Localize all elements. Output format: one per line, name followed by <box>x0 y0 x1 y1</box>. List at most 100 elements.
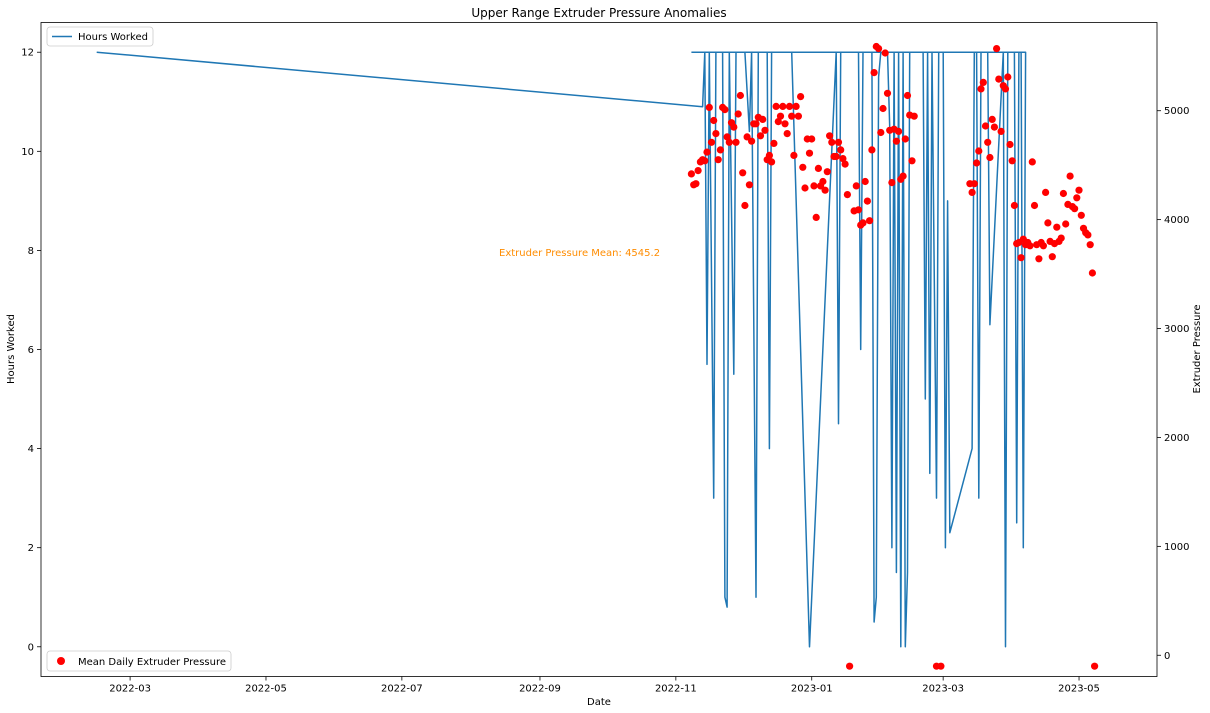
data-point-extruder-pressure <box>895 127 903 135</box>
data-point-extruder-pressure <box>772 102 780 110</box>
y-right-tick-label: 0 <box>1164 651 1170 662</box>
data-point-extruder-pressure <box>870 69 878 77</box>
data-point-extruder-pressure <box>805 149 814 157</box>
data-point-extruder-pressure <box>1006 140 1014 149</box>
data-point-extruder-pressure <box>899 172 907 180</box>
y-left-tick-label: 0 <box>28 642 34 653</box>
data-point-extruder-pressure <box>910 112 918 120</box>
y-right-tick-label: 2000 <box>1164 433 1189 444</box>
data-point-extruder-pressure <box>739 169 747 177</box>
data-point-extruder-pressure <box>988 115 996 123</box>
y-left-tick-label: 10 <box>21 147 34 158</box>
data-point-extruder-pressure <box>701 157 709 165</box>
data-point-extruder-pressure <box>937 662 945 670</box>
data-point-extruder-pressure <box>823 168 831 176</box>
data-point-extruder-pressure <box>1091 662 1099 670</box>
data-point-extruder-pressure <box>970 180 978 188</box>
y-axis-right-label: Extruder Pressure <box>1192 304 1203 393</box>
data-point-extruder-pressure <box>863 197 872 205</box>
data-point-extruder-pressure <box>1004 73 1012 81</box>
y-left-tick-label: 12 <box>21 48 34 59</box>
y-axis-left: 0 2 4 6 8 10 12 <box>21 48 41 653</box>
y-left-tick-label: 2 <box>28 543 34 554</box>
data-point-extruder-pressure <box>1017 254 1025 262</box>
data-point-extruder-pressure <box>723 133 731 141</box>
data-point-extruder-pressure <box>814 164 823 172</box>
data-point-extruder-pressure <box>879 104 887 113</box>
data-point-extruder-pressure <box>843 191 852 199</box>
x-axis-label: Date <box>587 697 611 708</box>
mean-annotation: Extruder Pressure Mean: 4545.2 <box>499 248 660 259</box>
legend-marker-swatch <box>57 657 65 665</box>
data-point-extruder-pressure <box>1042 188 1050 196</box>
y-left-tick-label: 8 <box>28 246 34 257</box>
data-point-extruder-pressure <box>1010 201 1019 210</box>
data-point-extruder-pressure <box>839 155 847 163</box>
data-point-extruder-pressure <box>714 156 722 164</box>
x-tick-label: 2022-11 <box>655 684 697 695</box>
data-point-extruder-pressure <box>841 160 849 168</box>
chart-title: Upper Range Extruder Pressure Anomalies <box>471 6 726 20</box>
data-point-extruder-pressure <box>710 116 718 125</box>
y-right-tick-label: 5000 <box>1164 106 1189 117</box>
data-point-extruder-pressure <box>734 110 742 118</box>
data-point-extruder-pressure <box>694 167 702 175</box>
data-point-extruder-pressure <box>799 163 807 171</box>
y-right-tick-label: 1000 <box>1164 542 1189 553</box>
y-left-tick-label: 6 <box>28 345 34 356</box>
series-line-hours-worked <box>96 51 1027 648</box>
x-tick-label: 2023-05 <box>1058 684 1100 695</box>
data-point-extruder-pressure <box>1028 158 1036 166</box>
data-point-extruder-pressure <box>745 181 754 189</box>
data-point-extruder-pressure <box>986 153 994 162</box>
data-point-extruder-pressure <box>859 219 867 227</box>
x-tick-label: 2022-05 <box>245 684 287 695</box>
data-point-extruder-pressure <box>903 91 912 100</box>
data-point-extruder-pressure <box>716 146 725 154</box>
x-tick-label: 2022-03 <box>109 684 151 695</box>
data-point-extruder-pressure <box>1062 220 1070 228</box>
x-axis: 2022-03 2022-05 2022-07 2022-09 2022-11 2023-… <box>109 676 1100 695</box>
y-axis-right: 0 1000 2000 3000 4000 5000 <box>1157 106 1189 662</box>
data-point-extruder-pressure <box>883 89 892 97</box>
data-point-extruder-pressure <box>832 152 840 161</box>
data-point-extruder-pressure <box>1066 172 1074 180</box>
data-point-extruder-pressure <box>752 120 760 128</box>
data-point-extruder-pressure <box>812 213 820 221</box>
data-point-extruder-pressure <box>725 138 733 146</box>
data-point-extruder-pressure <box>756 132 765 140</box>
x-tick-label: 2022-09 <box>519 684 561 695</box>
data-point-extruder-pressure <box>1073 194 1081 202</box>
data-point-extruder-pressure <box>977 85 985 93</box>
legend-label-extruder-pressure: Mean Daily Extruder Pressure <box>78 657 226 668</box>
data-point-extruder-pressure <box>785 102 794 110</box>
data-point-extruder-pressure <box>826 132 834 140</box>
data-point-extruder-pressure <box>968 188 976 196</box>
data-point-extruder-pressure <box>743 133 751 141</box>
data-point-extruder-pressure <box>828 138 836 146</box>
data-point-extruder-pressure <box>854 206 863 214</box>
data-point-extruder-pressure <box>1039 242 1047 250</box>
data-point-extruder-pressure <box>1088 269 1096 277</box>
data-point-extruder-pressure <box>792 102 800 110</box>
legend-box <box>46 650 232 672</box>
data-point-extruder-pressure <box>866 217 874 225</box>
x-tick-label: 2023-01 <box>791 684 833 695</box>
data-point-extruder-pressure <box>730 123 738 131</box>
data-point-extruder-pressure <box>801 184 809 192</box>
data-point-extruder-pressure <box>993 45 1001 53</box>
data-point-extruder-pressure <box>759 115 767 123</box>
data-point-extruder-pressure <box>779 102 787 110</box>
y-axis-left-label: Hours Worked <box>6 314 17 384</box>
data-point-extruder-pressure <box>761 126 769 134</box>
data-point-extruder-pressure <box>1001 85 1010 93</box>
data-point-extruder-pressure <box>1071 205 1079 213</box>
data-point-extruder-pressure <box>1053 223 1061 231</box>
data-point-extruder-pressure <box>861 177 869 186</box>
data-point-extruder-pressure <box>774 118 782 126</box>
data-point-extruder-pressure <box>794 112 803 120</box>
data-point-extruder-pressure <box>768 158 776 166</box>
data-point-extruder-pressure <box>979 78 987 86</box>
